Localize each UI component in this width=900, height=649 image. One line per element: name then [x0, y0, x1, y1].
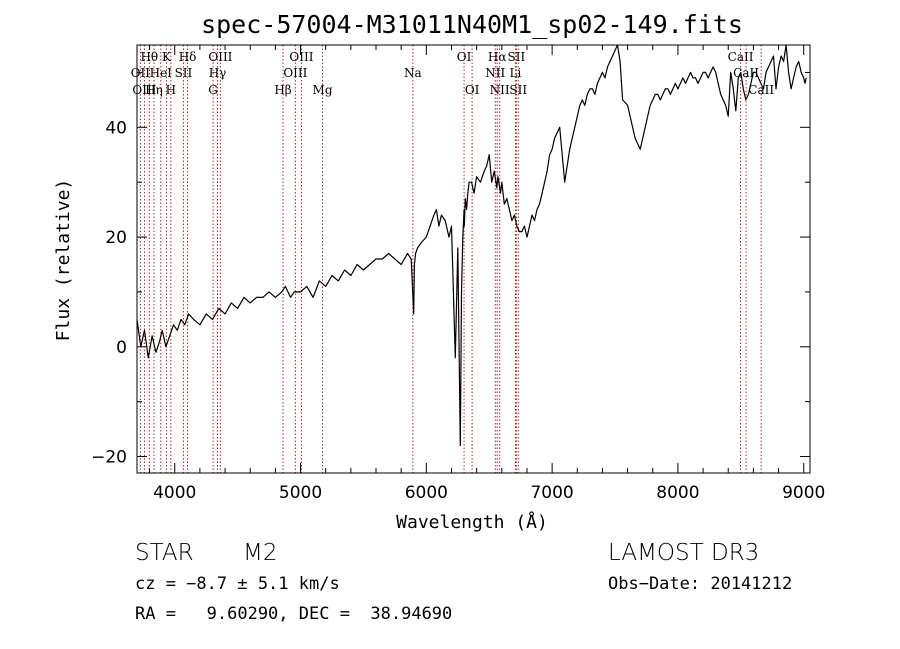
ra-dec-coords: RA = 9.60290, DEC = 38.94690 [135, 604, 452, 624]
line-markers [139, 45, 762, 473]
line-marker-label-9: OIII [208, 50, 232, 64]
line-marker-label-1: OII [131, 66, 151, 80]
line-marker-label-16: Na [404, 66, 422, 80]
redshift-cz: cz = −8.7 ± 5.1 km/s [135, 574, 340, 594]
axis-ticks: 4000 5000 6000 7000 8000 9000 −20 0 20 40 [91, 45, 825, 503]
chart-title: spec-57004-M31011N40M1_sp02-149.fits [201, 10, 743, 39]
line-marker-label-2: OIII [132, 83, 156, 97]
x-tick-label: 7000 [530, 483, 573, 503]
line-marker-label-17: OI [457, 50, 472, 64]
object-subclass: M2 [243, 540, 277, 566]
line-marker-label-19: Hα [488, 50, 507, 64]
line-marker-label-0: Hθ [140, 50, 158, 64]
line-marker-label-8: Hδ [179, 50, 197, 64]
line-marker-label-5: K [162, 50, 172, 64]
line-marker-label-10: Hγ [209, 66, 227, 80]
line-marker-label-20: NII [485, 66, 505, 80]
x-tick-label: 5000 [279, 483, 322, 503]
line-marker-label-23: Li [509, 66, 521, 80]
y-tick-label: 40 [105, 118, 127, 138]
spectrum-series [136, 44, 807, 447]
x-tick-label: 8000 [656, 483, 699, 503]
line-marker-label-14: OIII [283, 66, 307, 80]
spectrum-line [136, 44, 807, 447]
line-marker-label-27: CaII [748, 83, 774, 97]
y-axis-label: Flux (relative) [53, 179, 74, 342]
x-tick-label: 4000 [153, 483, 196, 503]
y-tick-label: −20 [91, 448, 127, 468]
y-tick-label: 0 [116, 338, 127, 358]
object-class: STAR [135, 540, 194, 566]
line-marker-label-11: G [208, 83, 218, 97]
y-tick-label: 20 [105, 228, 127, 248]
line-marker-label-18: OI [465, 83, 480, 97]
line-marker-label-21: NII [490, 83, 510, 97]
obs-date: Obs−Date: 20141212 [608, 574, 792, 594]
line-marker-label-15: Mg [313, 83, 333, 97]
x-tick-label: 6000 [405, 483, 448, 503]
line-marker-label-13: OIII [289, 50, 313, 64]
line-marker-label-3: Hη [145, 83, 163, 97]
line-marker-label-6: H [166, 83, 176, 97]
line-marker-label-12: Hβ [274, 83, 291, 97]
line-marker-label-22: SII [508, 50, 526, 64]
x-tick-label: 9000 [782, 483, 825, 503]
x-axis-label: Wavelength (Å) [396, 511, 548, 533]
survey-name: LAMOST DR3 [608, 540, 759, 566]
plot-frame [136, 44, 811, 474]
line-marker-label-7: SII [175, 66, 193, 80]
line-marker-label-25: CaII [728, 50, 754, 64]
line-marker-label-4: HeI [150, 66, 173, 80]
line-marker-label-24: SII [509, 83, 527, 97]
